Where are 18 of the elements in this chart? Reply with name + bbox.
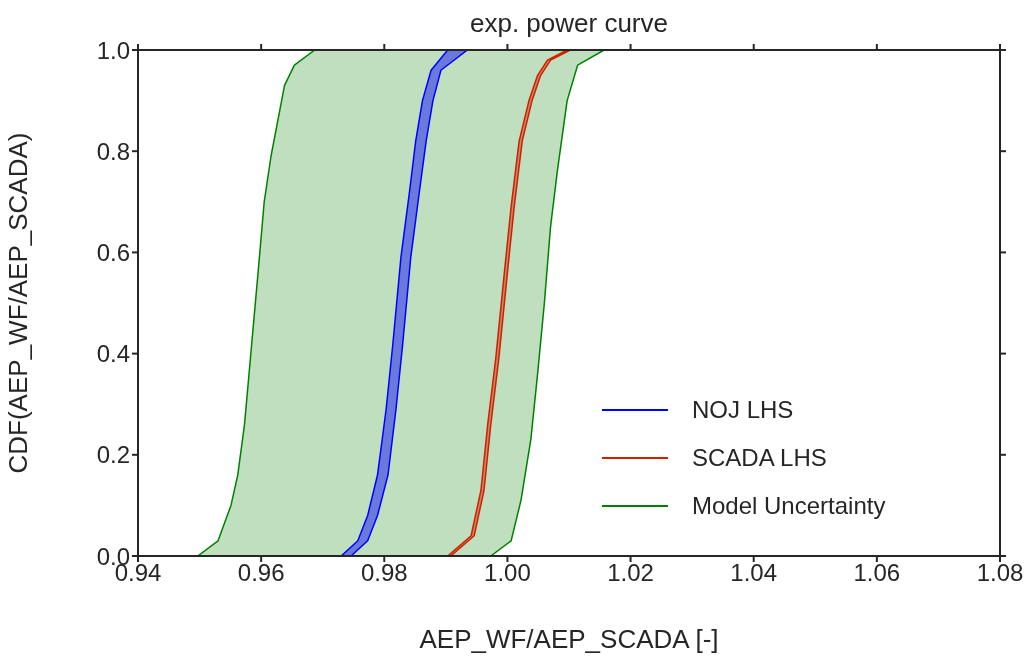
legend-label: NOJ LHS: [692, 395, 794, 425]
y-tick-label: 1.0: [96, 36, 130, 64]
x-tick-label: 1.08: [976, 559, 1024, 587]
y-tick-label: 0.6: [96, 238, 130, 266]
x-tick-label: 1.04: [730, 559, 778, 587]
y-axis-title: CDF(AEP_WF/AEP_SCADA): [3, 132, 34, 474]
y-tick-label: 0.2: [96, 441, 130, 469]
legend-label: Model Uncertainty: [692, 491, 886, 521]
x-tick-label: 0.98: [360, 559, 408, 587]
x-tick-label: 1.06: [853, 559, 901, 587]
chart-title: exp. power curve: [469, 8, 669, 39]
x-tick-label: 1.00: [484, 559, 531, 587]
x-tick-label: 0.96: [237, 559, 285, 587]
y-tick-label: 0.4: [96, 340, 130, 368]
legend-label: SCADA LHS: [692, 443, 827, 473]
x-axis-title: AEP_WF/AEP_SCADA [-]: [419, 624, 719, 654]
y-tick-label: 0.8: [96, 137, 130, 165]
x-tick-label: 1.02: [607, 559, 654, 587]
